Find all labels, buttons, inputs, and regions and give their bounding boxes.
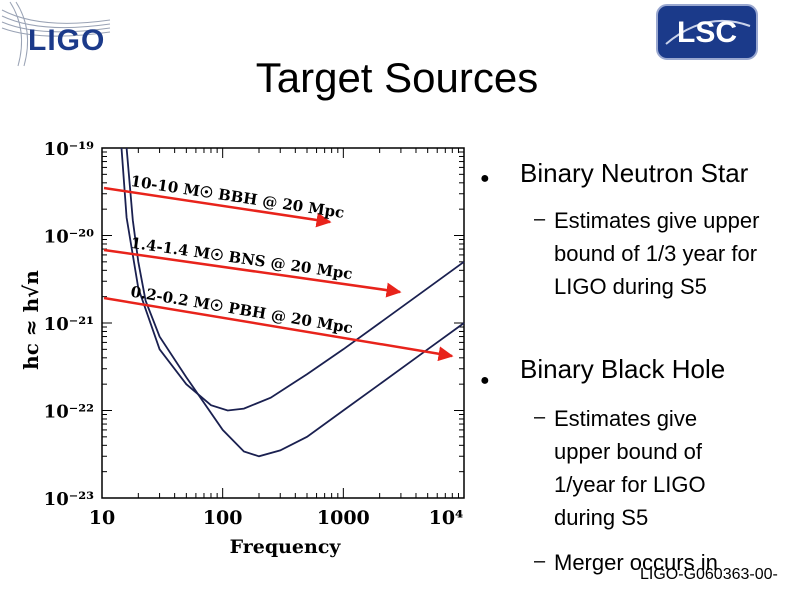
y-tick-label: 10⁻²⁰ [44,227,94,248]
y-axis-label: hc ≈ h√n [19,270,43,370]
x-tick-label: 1000 [317,507,370,529]
y-tick-label: 10⁻²³ [44,489,94,510]
sub-bullet-dash: – [534,550,546,572]
y-tick-label: 10⁻²¹ [44,314,94,335]
bullet-list: ● Binary Neutron Star – Estimates give u… [480,150,794,595]
arrow-label: 0.2-0.2 M☉ PBH @ 20 Mpc [129,283,354,338]
ligo-arcs-graphic [1,1,111,67]
ligo-wordmark: LIGO [28,24,106,57]
lsc-logo: LSC [656,4,758,60]
sensitivity-curve-1 [120,147,465,412]
x-tick-label: 10⁴ [429,507,464,529]
bullet-bns: Binary Neutron Star [520,158,749,188]
sub-bullet-dash: – [534,208,546,230]
sub-bullet-bns-estimate: Estimates give upper bound of 1/3 year f… [554,208,760,299]
ligo-logo: LIGO [0,0,120,70]
y-tick-label: 10⁻¹⁹ [44,140,94,160]
source-arrow [103,248,402,298]
bullet-dot: ● [480,372,490,389]
bullet-bbh: Binary Black Hole [520,354,726,384]
bullet-dot: ● [480,170,490,187]
slide-title: Target Sources [255,54,539,101]
sub-bullet-merger: Merger occurs in [554,550,718,575]
sensitivity-curve-2 [125,147,465,458]
x-tick-label: 100 [203,507,243,529]
source-arrow [103,296,454,362]
doc-id-footer: LIGO-G060363-00- [640,566,778,583]
lsc-wordmark: LSC [677,16,737,49]
sub-bullet-bbh-estimate: Estimates give upper bound of 1/year for… [554,406,706,530]
sub-bullet-dash: – [534,406,546,428]
x-tick-label: 10 [89,507,115,529]
y-tick-label: 10⁻²² [44,402,94,423]
x-axis-label: Frequency [230,536,342,558]
source-arrow [103,186,332,228]
